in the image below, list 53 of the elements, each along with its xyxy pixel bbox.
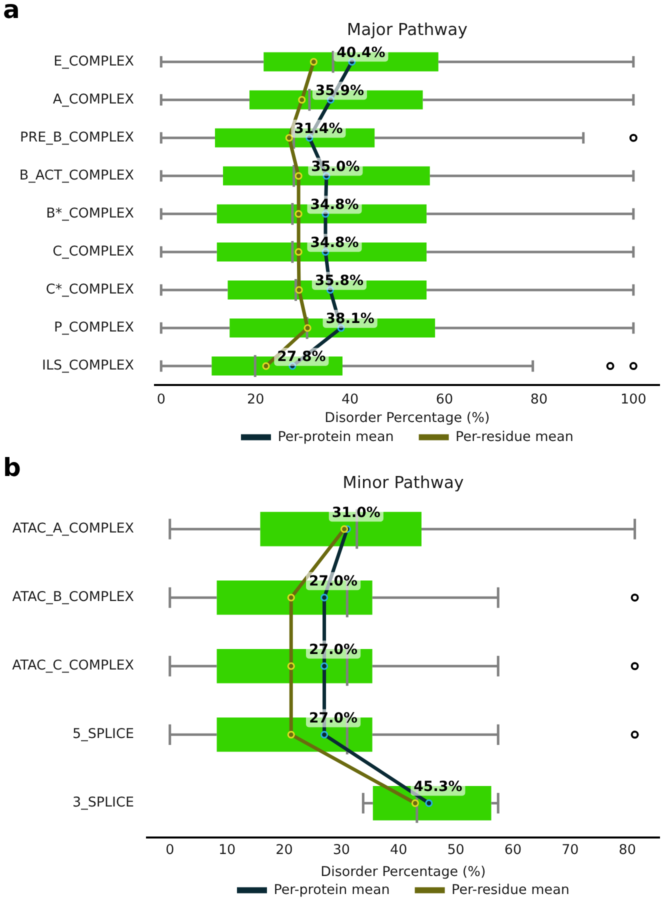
x-tick-label: 40 — [341, 392, 359, 408]
x-tick-label: 70 — [562, 842, 579, 858]
y-tick-label: A_COMPLEX — [52, 91, 134, 108]
x-tick-label: 0 — [156, 392, 166, 408]
x-tick-label: 30 — [332, 842, 350, 858]
y-tick-label: C_COMPLEX — [52, 243, 134, 260]
y-tick-label: ILS_COMPLEX — [42, 358, 134, 374]
y-tick-label: 5_SPLICE — [72, 726, 134, 742]
data-label: 27.0% — [308, 642, 358, 658]
y-tick-label: P_COMPLEX — [54, 320, 134, 336]
data-label: 34.8% — [310, 196, 359, 213]
text: a — [3, 0, 20, 24]
y-tick-label: ATAC_B_COMPLEX — [12, 589, 134, 606]
data-label: 45.3% — [414, 778, 462, 795]
y-tick-label: B_ACT_COMPLEX — [19, 167, 134, 184]
x-tick-label: 60 — [436, 392, 454, 408]
x-axis-title: Disorder Percentage (%) — [320, 864, 486, 880]
chart-title: Minor Pathway — [342, 473, 464, 492]
data-label: 31.4% — [294, 120, 343, 137]
x-tick-label: 80 — [530, 392, 548, 408]
data-label: 35.9% — [315, 82, 364, 99]
data-label: 35.0% — [311, 158, 360, 175]
data-label: 34.8% — [310, 234, 359, 251]
y-tick-label: 3_SPLICE — [72, 794, 134, 811]
data-label: 27.8% — [277, 349, 326, 366]
data-label: 27.0% — [308, 710, 358, 726]
chart-title: Major Pathway — [346, 20, 468, 40]
y-tick-label: ATAC_A_COMPLEX — [12, 520, 134, 537]
x-tick-label: 20 — [247, 392, 264, 408]
legend-label: Per-residue mean — [456, 428, 574, 445]
x-tick-label: 100 — [620, 392, 646, 408]
x-tick-label: 20 — [276, 842, 293, 858]
y-tick-label: PRE_B_COMPLEX — [20, 129, 134, 146]
legend-label: Per-protein mean — [278, 428, 394, 445]
y-tick-label: C*_COMPLEX — [46, 281, 134, 298]
x-tick-label: 40 — [390, 842, 408, 858]
legend-label: Per-protein mean — [274, 882, 390, 898]
x-tick-label: 80 — [618, 842, 636, 858]
data-label: 35.8% — [314, 272, 364, 289]
data-label: 38.1% — [326, 311, 374, 328]
data-label: 40.4% — [336, 44, 386, 61]
data-label: 31.0% — [332, 504, 380, 521]
x-axis-title: Disorder Percentage (%) — [324, 410, 490, 426]
x-tick-label: 50 — [447, 842, 464, 858]
data-label: 27.0% — [308, 573, 358, 590]
y-tick-label: B*_COMPLEX — [46, 205, 134, 222]
legend-label: Per-residue mean — [452, 882, 570, 898]
text: b — [3, 453, 21, 482]
x-tick-label: 10 — [218, 842, 236, 858]
x-tick-label: 60 — [504, 842, 522, 858]
y-tick-label: ATAC_C_COMPLEX — [12, 658, 134, 674]
x-tick-label: 0 — [166, 842, 174, 858]
y-tick-label: E_COMPLEX — [54, 53, 134, 70]
